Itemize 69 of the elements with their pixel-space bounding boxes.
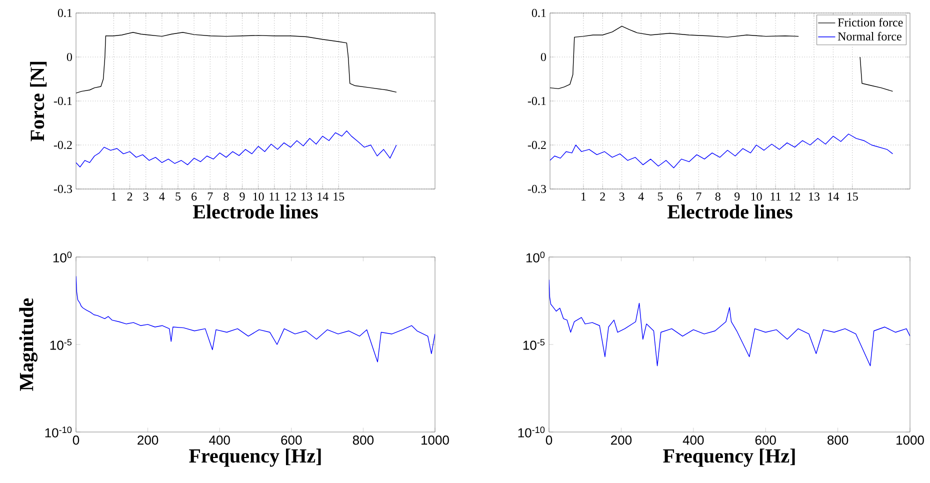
x-tick-label: 6: [192, 192, 197, 201]
x-tick-label: 2: [127, 192, 132, 200]
y-tick-label: -0.2: [528, 140, 546, 150]
legend-label: Normal force: [838, 32, 902, 40]
x-tick-label: 8: [715, 192, 720, 201]
x-tick-label: 5: [176, 192, 181, 200]
x-tick-label: 6: [677, 192, 682, 201]
line-series: [76, 130, 397, 168]
x-tick-label: 13: [809, 192, 820, 201]
x-tick-label: 200: [611, 436, 632, 445]
x-tick-label: 4: [159, 192, 165, 200]
y-tick-label: 10$^{0}$: [53, 252, 72, 262]
y-tick-label: -0.1: [528, 96, 546, 106]
line-series: [76, 276, 435, 362]
x-tick-label: 15: [847, 192, 858, 201]
y-tick-label: 0.1: [58, 8, 72, 18]
y-tick-label: -0.2: [54, 140, 72, 150]
x-tick-label: 14: [828, 192, 839, 200]
y-tick-label: 10$^{-5}$: [50, 339, 72, 350]
x-tick-label: 7: [208, 192, 213, 200]
y-axis-title: Force [N]: [30, 62, 47, 142]
x-tick-label: 2: [600, 192, 605, 200]
x-tick-label: 200: [138, 436, 158, 445]
x-tick-label: 14: [318, 192, 328, 200]
x-tick-label: 1000: [422, 436, 449, 445]
y-tick-label: 10$^{-10}$: [518, 426, 545, 438]
x-tick-label: 8: [224, 192, 229, 201]
y-tick-label: 10$^{0}$: [526, 252, 545, 262]
x-tick-label: 4: [638, 192, 644, 200]
x-tick-label: 5: [658, 192, 663, 200]
x-tick-label: 0: [72, 436, 80, 445]
x-tick-label: 400: [682, 436, 704, 445]
x-tick-label: 12: [790, 192, 800, 200]
y-tick-label: -0.3: [528, 184, 546, 194]
legend-label: Friction force: [838, 18, 903, 27]
y-axis-title: Magnitude: [19, 298, 38, 391]
x-tick-label: 600: [281, 436, 302, 445]
x-tick-label: 9: [240, 192, 245, 201]
line-series: [76, 32, 397, 94]
x-tick-label: 9: [734, 192, 740, 201]
x-tick-label: 10: [253, 192, 264, 201]
y-tick-label: 0.1: [532, 8, 546, 18]
x-tick-label: 12: [285, 192, 296, 200]
x-tick-label: 7: [696, 192, 702, 200]
x-tick-label: 10: [751, 192, 762, 201]
x-tick-label: 15: [334, 192, 344, 201]
x-axis-title: Electrode lines: [192, 204, 318, 219]
y-tick-label: 0: [540, 52, 546, 62]
x-tick-label: 11: [770, 192, 781, 200]
x-tick-label: 1: [112, 192, 116, 200]
x-tick-label: 11: [270, 192, 280, 200]
x-tick-label: 800: [352, 436, 374, 445]
x-tick-label: 800: [828, 436, 848, 445]
y-tick-label: -0.1: [54, 96, 72, 106]
x-tick-label: 600: [755, 436, 776, 445]
x-tick-label: 1000: [896, 436, 924, 445]
y-tick-label: 0: [66, 52, 72, 62]
x-tick-label: 0: [546, 436, 552, 445]
y-tick-label: 10$^{-5}$: [523, 339, 545, 350]
x-tick-label: 3: [619, 192, 624, 201]
x-axis-title: Frequency [Hz]: [189, 448, 321, 467]
y-tick-label: 10$^{-10}$: [45, 426, 72, 438]
x-axis-title: Frequency [Hz]: [663, 448, 795, 467]
y-tick-label: -0.3: [54, 184, 72, 194]
x-tick-label: 400: [209, 436, 230, 445]
x-tick-label: 3: [143, 192, 148, 201]
x-axis-title: Electrode lines: [667, 204, 792, 219]
x-tick-label: 1: [581, 192, 586, 200]
x-tick-label: 13: [302, 192, 312, 201]
